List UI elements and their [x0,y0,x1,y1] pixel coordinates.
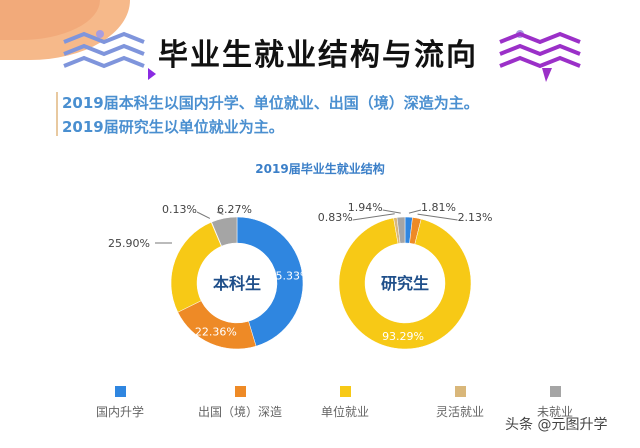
wave-decoration-left [63,30,156,80]
leader-line [352,213,395,221]
page-title: 毕业生就业结构与流向 [158,38,478,73]
legend-label: 灵活就业 [435,405,484,419]
chart-title: 2019届毕业生就业结构 [255,162,385,176]
donut-slice [211,216,238,247]
legend-swatch [549,386,561,397]
leader-line [417,213,458,221]
legend-swatch [454,386,466,397]
donut-slice [236,216,304,347]
legend-label: 未就业 [536,405,573,419]
donut-slice [396,216,406,244]
donut-slice [170,221,222,313]
data-label: 0.13% [162,203,197,216]
legend-swatch [114,386,126,397]
data-label: 0.83% [318,211,353,224]
center-label: 本科生 [213,274,261,293]
legend-label: 出国（境）深造 [197,405,282,419]
leader-line [216,211,224,215]
legend-item: 单位就业 [300,386,390,420]
leader-line [408,209,422,214]
watermark: 头条 @元图升学 [505,417,608,433]
accent-bar [56,92,58,136]
data-label: 93.29% [382,330,424,343]
legend-swatch [234,386,246,397]
data-label: 22.36% [195,326,237,339]
data-label: 25.90% [108,237,150,250]
legend-item: 国内升学 [75,386,165,420]
data-label: 1.81% [421,201,456,214]
center-label: 研究生 [381,274,429,293]
legend-item: 灵活就业 [415,386,505,420]
legend-swatch [339,386,351,397]
summary-line-1: 2019届本科生以国内升学、单位就业、出国（境）深造为主。 [62,94,479,112]
summary-line-2: 2019届研究生以单位就业为主。 [62,118,284,136]
wave-decoration-right [499,30,581,82]
data-label: 45.33% [268,269,310,282]
data-label: 1.94% [348,201,383,214]
legend-label: 单位就业 [320,405,369,419]
data-label: 6.27% [217,203,252,216]
legend-item: 出国（境）深造 [195,386,285,420]
legend-label: 国内升学 [95,405,144,419]
leader-line [382,209,401,214]
donut-slice [338,217,472,350]
data-label: 2.13% [458,211,493,224]
legend-item: 未就业 [510,386,600,420]
leader-line [196,211,211,219]
